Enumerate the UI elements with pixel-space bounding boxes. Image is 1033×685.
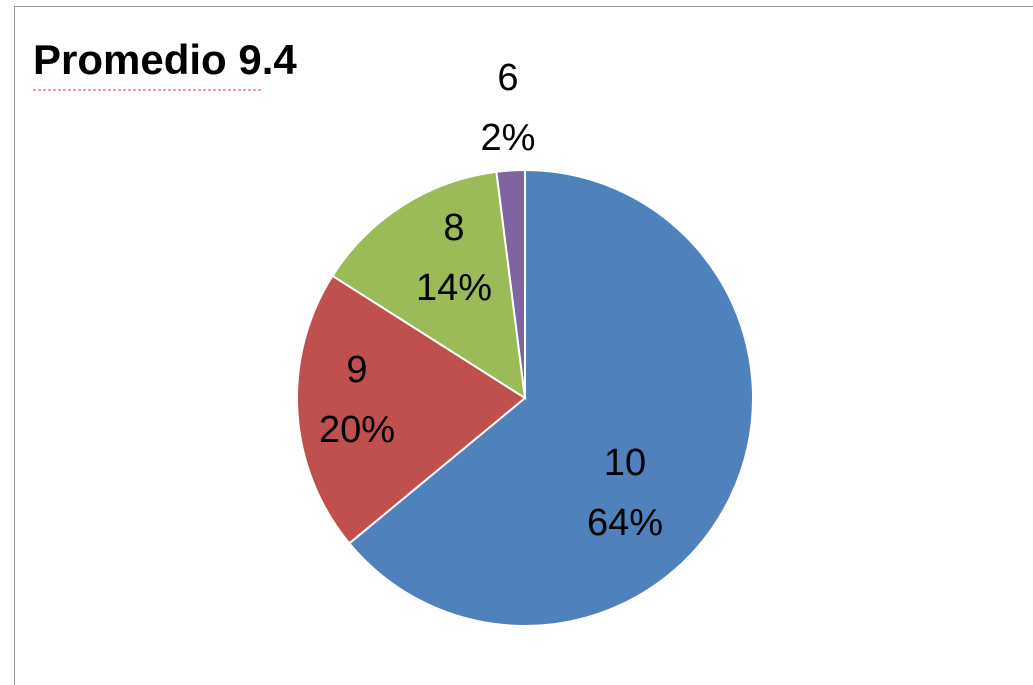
- data-label-8: 8 14%: [416, 207, 492, 309]
- data-label-6: 6 2%: [481, 57, 536, 159]
- chart-title: Promedio 9.4: [33, 36, 297, 83]
- spellcheck-underline: [33, 89, 261, 91]
- data-label-category: 10: [604, 442, 646, 484]
- data-label-9: 9 20%: [319, 349, 395, 451]
- data-label-percent: 20%: [319, 409, 395, 451]
- data-label-10: 10 64%: [587, 442, 663, 544]
- data-label-category: 9: [346, 349, 367, 391]
- data-label-category: 6: [497, 57, 518, 99]
- data-label-percent: 14%: [416, 267, 492, 309]
- data-label-category: 8: [443, 207, 464, 249]
- pie-slice-6: [495, 168, 526, 399]
- pie-slice-8: [331, 170, 527, 400]
- data-label-percent: 64%: [587, 502, 663, 544]
- pie-slice-9: [296, 274, 527, 545]
- pie-slice-10: [347, 168, 754, 627]
- data-label-percent: 2%: [481, 117, 536, 159]
